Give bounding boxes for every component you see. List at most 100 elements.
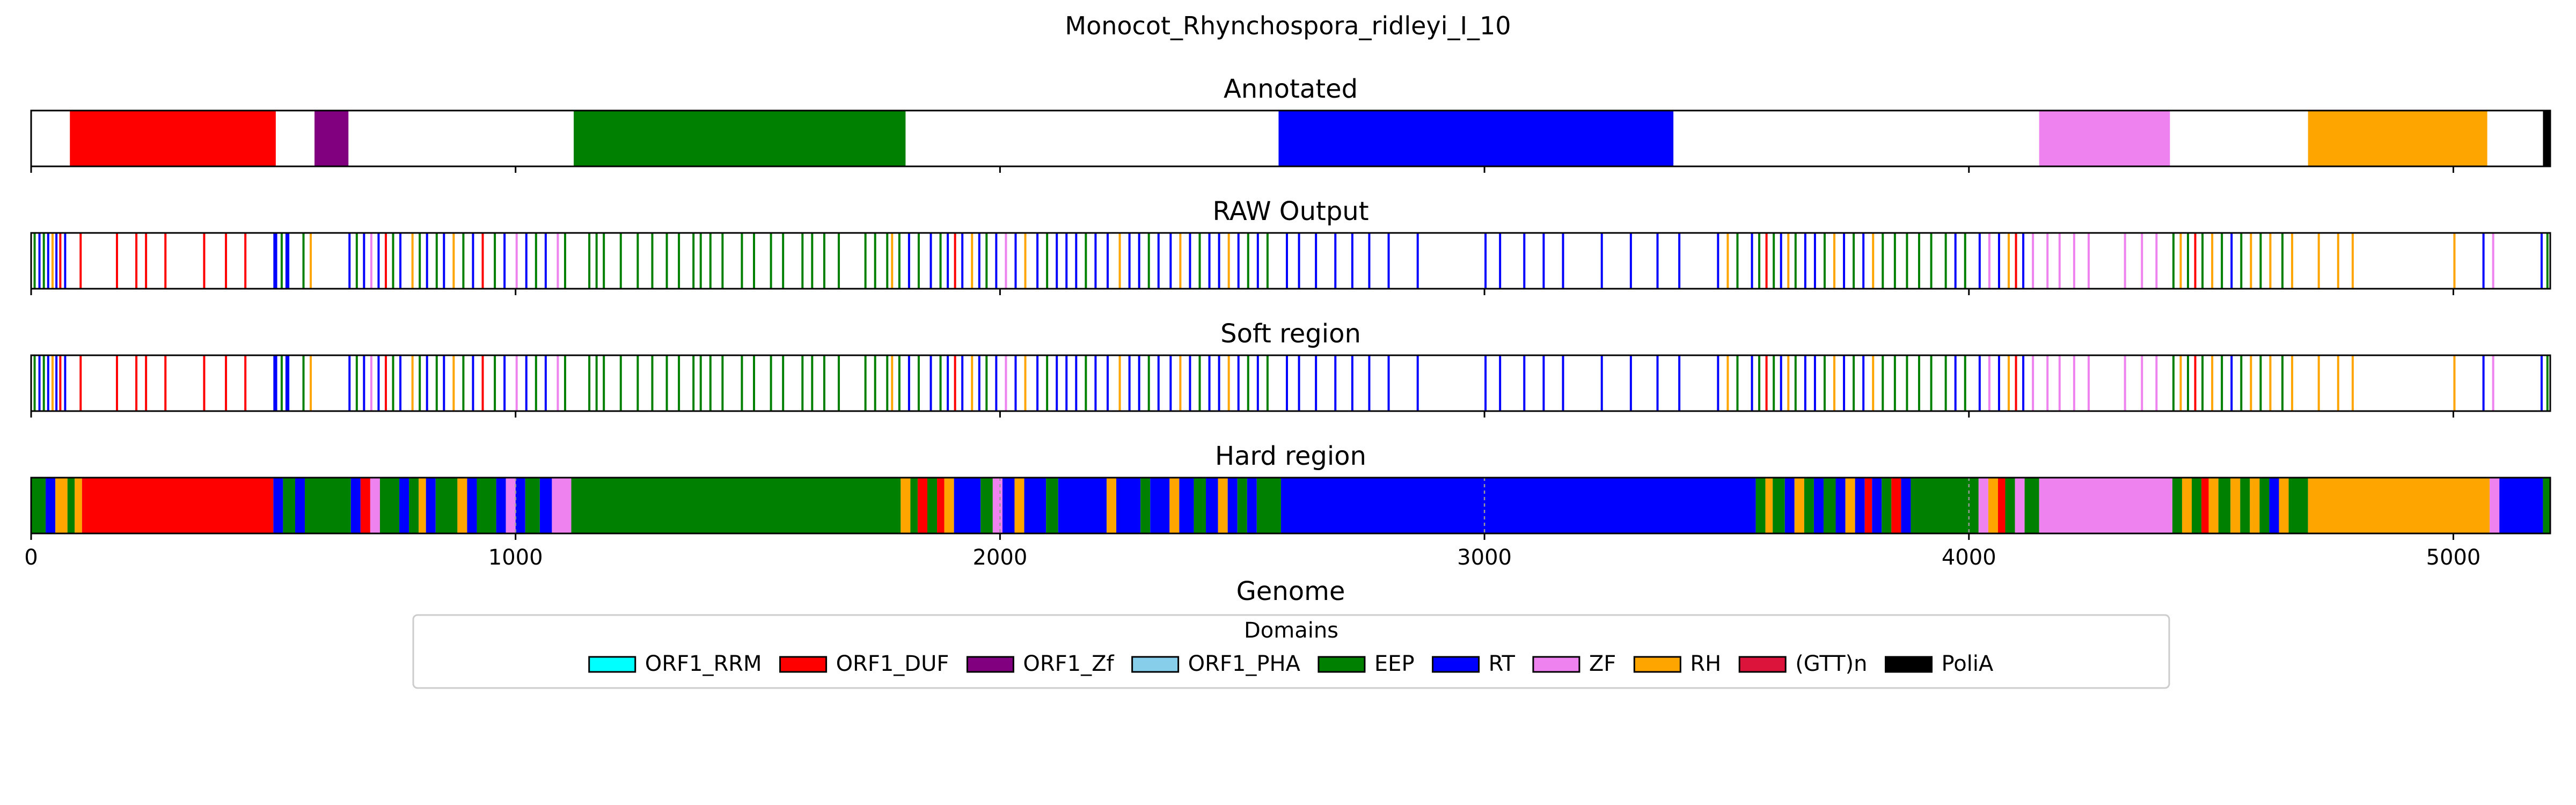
segment-RH (2308, 111, 2487, 166)
segment-RT (2022, 355, 2025, 411)
segment-RT (995, 233, 998, 289)
segment-RT (1116, 478, 1141, 533)
segment-EEP (2186, 355, 2189, 411)
segment-RT (995, 355, 998, 411)
segment-RH (2269, 233, 2272, 289)
segment-RH (452, 233, 455, 289)
segment-EEP (1046, 355, 1049, 411)
segment-EEP (1266, 233, 1269, 289)
segment-EEP (2259, 478, 2270, 533)
segment-ZF (515, 355, 518, 411)
segment-EEP (678, 233, 680, 289)
segment-RT (1978, 355, 1981, 411)
segment-EEP (1237, 478, 1247, 533)
segment-ZF (2032, 355, 2035, 411)
legend-item: EEP (1318, 652, 1415, 676)
segment-RH (1218, 478, 1228, 533)
legend-label: RH (1690, 652, 1721, 676)
segment-EEP (692, 355, 695, 411)
segment-RT (1036, 355, 1039, 411)
segment-RT (954, 478, 981, 533)
segment-RT (2269, 478, 2279, 533)
segment-EEP (477, 478, 496, 533)
segment-EEP (665, 233, 668, 289)
segment-RT (1978, 233, 1981, 289)
segment-RT (1523, 233, 1526, 289)
panel-2: RAW Output (30, 196, 2551, 295)
segment-RT (55, 233, 58, 289)
segment-ORF1_DUF (145, 355, 148, 411)
segment-EEP (619, 355, 622, 411)
segment-ORF1_DUF (2194, 233, 2197, 289)
segment-EEP (1893, 233, 1896, 289)
segment-RH (1872, 355, 1875, 411)
segment-EEP (939, 233, 942, 289)
segment-ORF1_DUF (135, 355, 138, 411)
legend-swatch (779, 656, 828, 673)
segment-RH (1765, 478, 1773, 533)
segment-EEP (1882, 355, 1884, 411)
legend-item: ZF (1532, 652, 1616, 676)
segment-RH (1169, 478, 1180, 533)
segment-EEP (651, 355, 654, 411)
segment-RH (452, 355, 455, 411)
segment-EEP (494, 233, 496, 289)
panel-title: Hard region (1215, 441, 1366, 471)
segment-RH (2453, 233, 2456, 289)
segment-ORF1_DUF (79, 355, 82, 411)
segment-EEP (2240, 233, 2243, 289)
segment-ORF1_DUF (244, 233, 247, 289)
segment-EEP (1918, 355, 1920, 411)
segment-RT (426, 478, 436, 533)
segment-RT (1600, 233, 1603, 289)
segment-EEP (2172, 355, 2175, 411)
segment-EEP (419, 233, 421, 289)
x-tick-label: 5000 (2426, 545, 2481, 570)
segment-RT (908, 233, 910, 289)
segment-EEP (678, 355, 680, 411)
segment-RT (1218, 233, 1220, 289)
segment-EEP (379, 478, 400, 533)
segment-RT (1094, 355, 1097, 411)
segment-RH (1872, 233, 1875, 289)
segment-EEP (1906, 355, 1908, 411)
legend-frame (412, 614, 2170, 689)
segment-RT (1065, 355, 1068, 411)
segment-RT (1499, 355, 1502, 411)
segment-ORF1_DUF (203, 233, 206, 289)
segment-RT (1002, 478, 1015, 533)
segment-RT (426, 355, 428, 411)
segment-ORF1_DUF (2201, 478, 2209, 533)
segment-ZF (2124, 233, 2126, 289)
segment-ZF (1978, 478, 1988, 533)
segment-RT (1094, 233, 1097, 289)
segment-EEP (1198, 355, 1201, 411)
segment-ORF1_DUF (481, 355, 484, 411)
segment-EEP (1944, 355, 1947, 411)
segment-EEP (1911, 478, 1979, 533)
segment-EEP (2543, 478, 2550, 533)
segment-RT (1954, 355, 1957, 411)
segment-RT (443, 233, 445, 289)
segment-EEP (2240, 478, 2250, 533)
segment-ZF (2058, 233, 2061, 289)
segment-RT (544, 355, 547, 411)
segment-EEP (1773, 478, 1785, 533)
segment-EEP (494, 355, 496, 411)
segment-RT (1247, 478, 1257, 533)
segment-RT (443, 355, 445, 411)
segment-RH (971, 355, 974, 411)
segment-EEP (2186, 233, 2189, 289)
segment-EEP (302, 233, 305, 289)
segment-RH (1787, 233, 1790, 289)
segment-RH (2179, 355, 2182, 411)
segment-RT (472, 233, 474, 289)
segment-RT (1855, 478, 1865, 533)
segment-RT (273, 478, 283, 533)
segment-EEP (435, 478, 458, 533)
segment-ORF1_DUF (70, 111, 276, 166)
segment-RT (348, 233, 351, 289)
segment-RT (1189, 233, 1191, 289)
segment-EEP (699, 233, 702, 289)
segment-EEP (42, 233, 45, 289)
